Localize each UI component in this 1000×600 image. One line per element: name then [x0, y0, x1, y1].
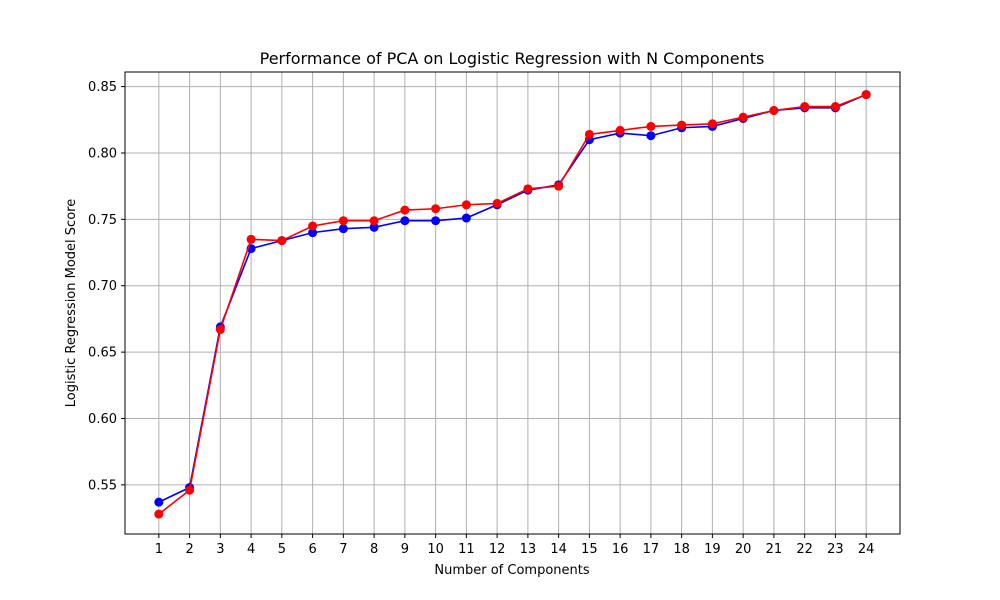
series-2-point [461, 200, 471, 210]
x-tick-label: 24 [858, 542, 875, 557]
y-axis-ticks: 0.55 0.60 0.65 0.70 0.75 0.80 0.85 [88, 80, 125, 493]
series-2-point [369, 216, 379, 226]
y-tick-label: 0.75 [88, 213, 117, 228]
series-2-point [584, 129, 594, 139]
x-tick-label: 6 [308, 542, 316, 557]
x-tick-label: 19 [704, 542, 721, 557]
series-2-point [707, 119, 717, 129]
series-2-point [154, 509, 164, 519]
series-2-point [523, 184, 533, 194]
series-2-line [158, 93, 867, 515]
x-tick-label: 13 [520, 542, 537, 557]
series-2-point [308, 221, 318, 231]
series-2-point [554, 181, 564, 191]
x-tick-label: 8 [370, 542, 378, 557]
series-1-point [154, 497, 164, 507]
x-axis-ticks: 1 2 3 4 5 6 7 8 9 10 11 12 13 14 15 16 17 18 19 20 21 22 23 24 [155, 534, 875, 557]
series-1-point [431, 216, 441, 226]
series-2-point [800, 102, 810, 112]
y-tick-label: 0.55 [88, 478, 117, 493]
series-1-point [338, 224, 348, 234]
x-tick-label: 2 [185, 542, 193, 557]
series-1-line [158, 93, 867, 503]
x-tick-label: 12 [489, 542, 506, 557]
series-group [154, 90, 871, 519]
x-tick-label: 5 [278, 542, 286, 557]
x-axis-label: Number of Components [434, 563, 589, 578]
x-tick-label: 7 [339, 542, 347, 557]
x-tick-label: 15 [581, 542, 598, 557]
series-1-point [646, 131, 656, 141]
series-2-point [400, 205, 410, 215]
x-tick-label: 14 [550, 542, 567, 557]
x-tick-label: 4 [247, 542, 255, 557]
series-2-point [277, 236, 287, 246]
x-tick-label: 9 [401, 542, 409, 557]
x-tick-label: 22 [796, 542, 813, 557]
x-tick-label: 21 [766, 542, 783, 557]
grid-lines [125, 72, 900, 534]
x-tick-label: 11 [458, 542, 475, 557]
series-1-point [461, 213, 471, 223]
x-tick-label: 1 [155, 542, 163, 557]
y-tick-label: 0.80 [88, 146, 117, 161]
x-tick-label: 18 [673, 542, 690, 557]
x-tick-label: 17 [643, 542, 660, 557]
series-2-point [431, 204, 441, 214]
series-2-point [338, 216, 348, 226]
series-2-point [215, 325, 225, 335]
x-tick-label: 3 [216, 542, 224, 557]
series-2-point [646, 121, 656, 131]
series-2-point [738, 112, 748, 122]
series-2-point [615, 125, 625, 135]
series-1-point [400, 216, 410, 226]
x-tick-label: 20 [735, 542, 752, 557]
series-2-point [246, 234, 256, 244]
x-tick-label: 16 [612, 542, 629, 557]
y-tick-label: 0.85 [88, 80, 117, 95]
series-2-point [677, 120, 687, 130]
series-2-point [492, 198, 502, 208]
series-2-point [185, 485, 195, 495]
y-tick-label: 0.60 [88, 412, 117, 427]
series-2-point [769, 106, 779, 115]
series-2 [154, 90, 871, 519]
y-tick-label: 0.65 [88, 346, 117, 361]
series-2-point [830, 102, 840, 112]
x-tick-label: 10 [427, 542, 444, 557]
y-tick-label: 0.70 [88, 279, 117, 294]
series-2-point [861, 90, 871, 100]
plot-frame [124, 71, 901, 535]
x-tick-label: 23 [827, 542, 844, 557]
series-1-point [369, 222, 379, 232]
chart-title: Performance of PCA on Logistic Regressio… [260, 49, 765, 68]
series-1-point [308, 228, 318, 238]
y-axis-label: Logistic Regression Model Score [64, 199, 79, 407]
